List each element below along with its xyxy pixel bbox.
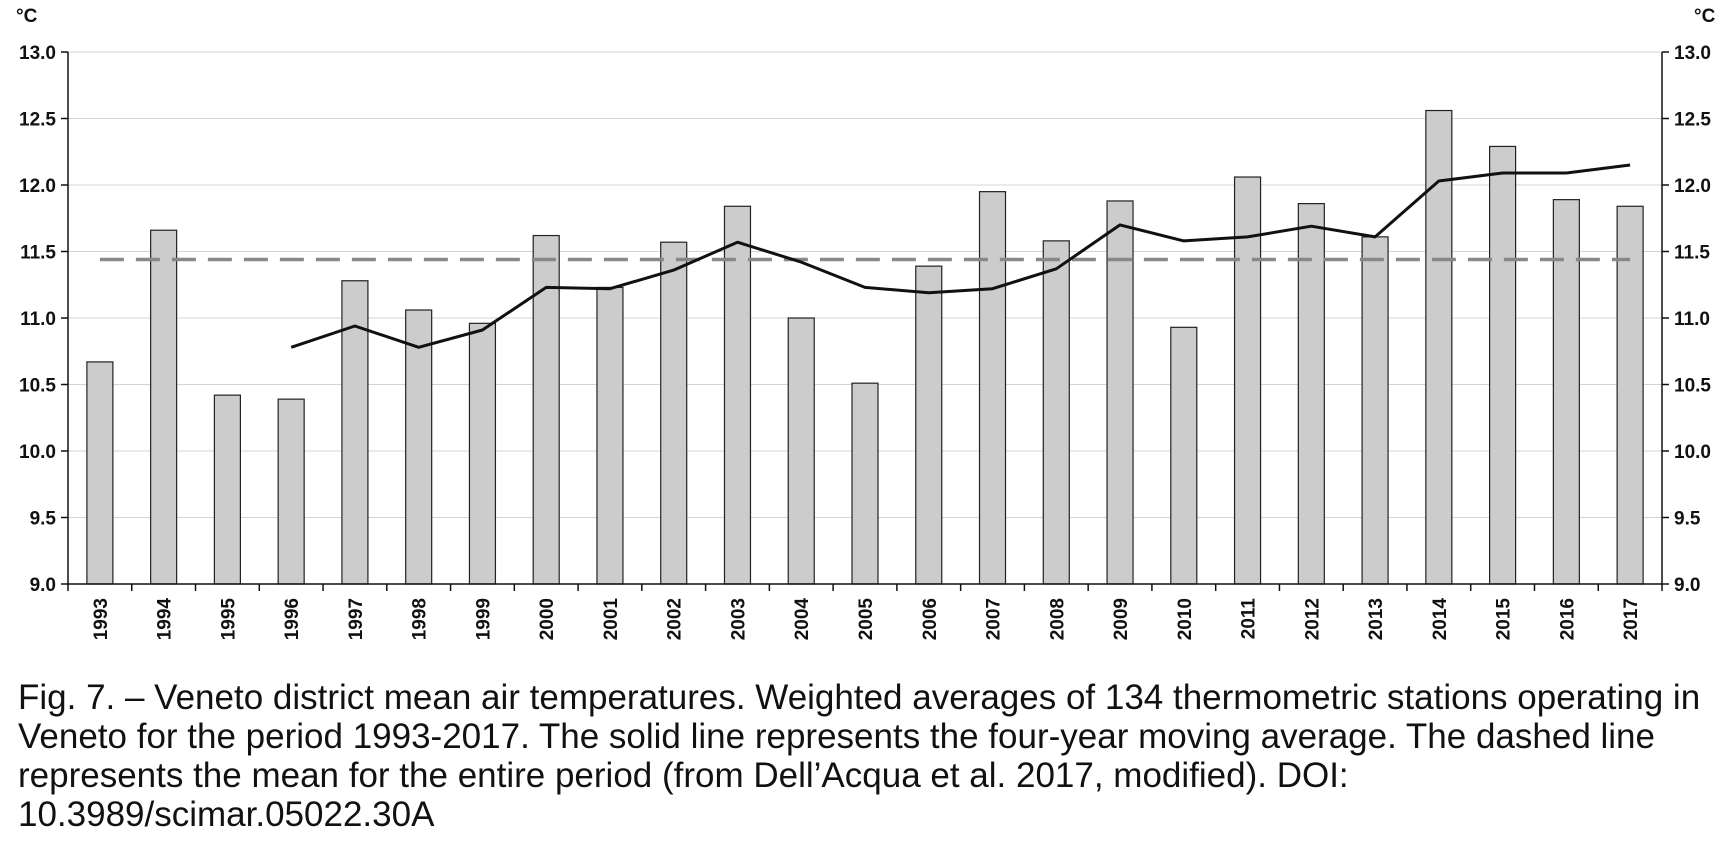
tick-labels: 9.0 9.0 9.5 9.5 10.0 10.0 10.5 10.5 11.0 11.0 11.5… — [19, 43, 1711, 640]
bar-2004 — [787, 317, 815, 585]
x-tick-label-2012: 2012 — [1302, 598, 1323, 640]
x-tick-label-2008: 2008 — [1047, 598, 1068, 640]
x-tick-label-2003: 2003 — [728, 598, 749, 640]
bar-2007 — [978, 191, 1007, 585]
y-tick-label-right: 11.0 — [1674, 309, 1710, 330]
bar-2003 — [723, 205, 752, 585]
bar-2016 — [1552, 199, 1580, 585]
x-tick-label-2007: 2007 — [984, 598, 1005, 640]
x-tick-label-2010: 2010 — [1175, 598, 1196, 640]
bar-2008 — [1042, 240, 1070, 585]
bar-2006 — [915, 265, 943, 585]
y-tick-label-left: 9.0 — [30, 575, 56, 596]
y-tick-label-right: 9.5 — [1674, 509, 1701, 530]
x-tick-label-1998: 1998 — [410, 598, 431, 640]
bar-1999 — [468, 322, 497, 585]
grid-lines — [68, 51, 1662, 585]
bar-1993 — [86, 361, 114, 585]
y-axis-unit-right: °C — [1694, 6, 1716, 27]
x-tick-label-1995: 1995 — [218, 598, 239, 641]
bar-1994 — [150, 229, 178, 585]
bar-2001 — [596, 286, 624, 585]
y-tick-label-left: 12.5 — [19, 110, 56, 131]
x-tick-label-2015: 2015 — [1494, 598, 1515, 641]
x-tick-label-1997: 1997 — [346, 598, 367, 640]
y-tick-label-right: 10.0 — [1674, 442, 1711, 463]
bar-series — [86, 109, 1644, 585]
bar-2013 — [1361, 236, 1389, 585]
y-tick-label-left: 11.5 — [20, 243, 56, 264]
y-tick-label-left: 11.0 — [20, 309, 56, 330]
bar-1995 — [213, 394, 241, 585]
x-tick-label-1993: 1993 — [91, 598, 112, 640]
x-tick-label-2005: 2005 — [856, 598, 877, 641]
bar-2005 — [851, 382, 879, 585]
y-tick-label-right: 10.5 — [1674, 376, 1711, 397]
figure-caption: Fig. 7. – Veneto district mean air tempe… — [18, 678, 1701, 834]
bar-1996 — [277, 398, 305, 585]
x-tick-label-2014: 2014 — [1430, 598, 1451, 641]
x-tick-label-2006: 2006 — [920, 598, 941, 640]
x-tick-label-2004: 2004 — [792, 598, 813, 641]
x-tick-label-1999: 1999 — [473, 598, 494, 640]
x-tick-label-2000: 2000 — [537, 598, 558, 640]
x-tick-label-2001: 2001 — [601, 598, 622, 641]
x-tick-label-2017: 2017 — [1621, 598, 1642, 640]
moving-average-line — [290, 163, 1631, 349]
y-tick-label-right: 9.0 — [1674, 575, 1700, 596]
x-tick-label-2016: 2016 — [1557, 598, 1578, 640]
y-tick-label-left: 12.0 — [19, 176, 56, 197]
bar-2010 — [1170, 326, 1198, 585]
line-series — [99, 163, 1631, 349]
bar-2017 — [1616, 205, 1644, 585]
x-tick-label-2013: 2013 — [1366, 598, 1387, 640]
x-tick-label-2002: 2002 — [665, 598, 686, 640]
x-tick-label-1994: 1994 — [155, 598, 176, 641]
bar-1998 — [405, 309, 433, 585]
bar-2002 — [660, 241, 688, 585]
x-tick-label-2009: 2009 — [1111, 598, 1132, 640]
y-tick-label-right: 11.5 — [1674, 243, 1710, 264]
bar-1997 — [341, 280, 369, 585]
y-tick-label-right: 13.0 — [1674, 43, 1711, 64]
y-axis-unit-left: °C — [16, 6, 38, 27]
y-tick-label-left: 10.0 — [19, 442, 56, 463]
y-tick-label-left: 13.0 — [19, 43, 56, 64]
y-tick-label-left: 9.5 — [30, 509, 57, 530]
x-tick-label-1996: 1996 — [282, 598, 303, 640]
bar-2015 — [1488, 145, 1517, 585]
y-tick-label-right: 12.5 — [1674, 110, 1711, 131]
axes — [61, 51, 1669, 591]
y-tick-label-left: 10.5 — [19, 376, 56, 397]
y-tick-label-right: 12.0 — [1674, 176, 1711, 197]
x-tick-label-2011: 2011 — [1239, 598, 1260, 640]
chart: 9.0 9.0 9.5 9.5 10.0 10.0 10.5 10.5 11.0 11.0 11.5… — [16, 6, 1716, 640]
